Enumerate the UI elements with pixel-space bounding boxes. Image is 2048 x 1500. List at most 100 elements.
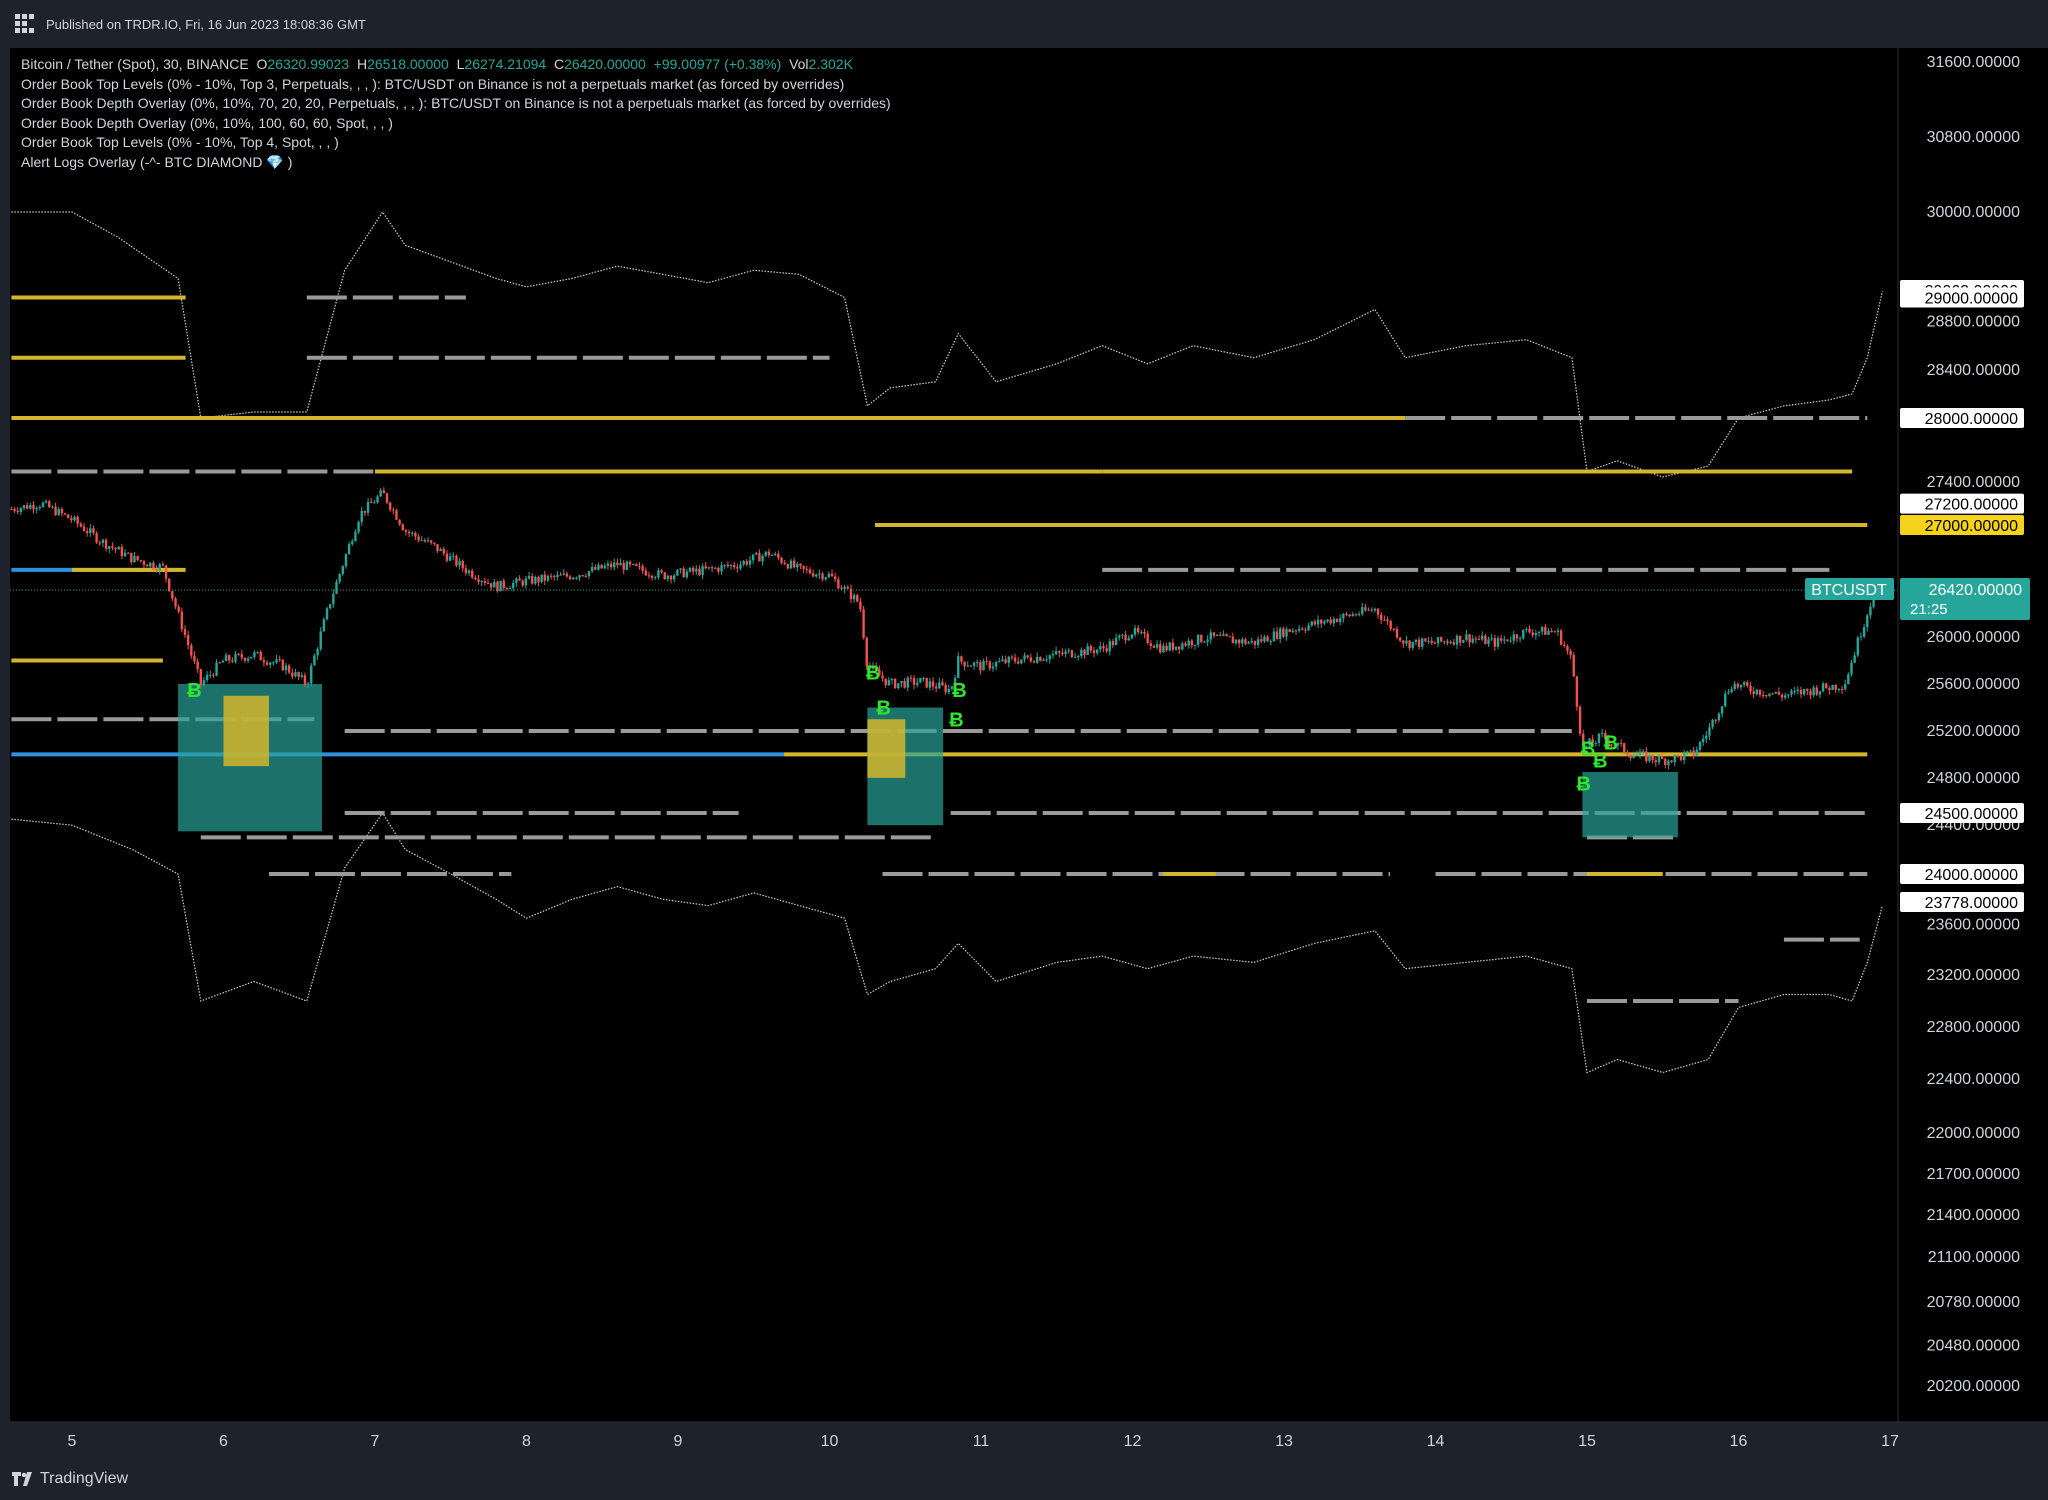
candle-body xyxy=(461,561,464,569)
tradingview-brand[interactable]: TradingView xyxy=(12,1470,128,1488)
candle-body xyxy=(1354,614,1358,616)
candle-body xyxy=(1701,738,1705,743)
candle-body xyxy=(1446,641,1449,643)
candle-body xyxy=(963,661,966,667)
candle-body xyxy=(796,563,799,568)
candle-body xyxy=(1304,629,1307,631)
candle-body xyxy=(518,578,521,581)
candle-body xyxy=(1064,651,1067,655)
indicator-legend-4[interactable]: Order Book Top Levels (0% - 10%, Top 4, … xyxy=(21,134,339,150)
price-axis-tick: 22800.00000 xyxy=(1927,1019,2021,1036)
candle-body xyxy=(666,575,670,579)
candle-body xyxy=(647,575,651,577)
candle-body xyxy=(745,561,749,565)
candle-body xyxy=(546,575,550,581)
candle-body xyxy=(1550,631,1553,633)
candle-body xyxy=(1673,754,1676,763)
candle-body xyxy=(149,562,152,567)
candle-body xyxy=(1136,627,1140,633)
candle-body xyxy=(972,662,976,666)
candle-body xyxy=(1124,634,1127,641)
candle-body xyxy=(1610,744,1613,746)
candle-body xyxy=(57,508,60,516)
candle-body xyxy=(966,665,969,667)
candle-body xyxy=(300,675,303,677)
candle-body xyxy=(357,521,360,532)
candle-body xyxy=(1181,643,1184,650)
candle-body xyxy=(1582,733,1585,746)
candle-body xyxy=(123,552,127,557)
candle-body xyxy=(540,574,543,583)
candle-body xyxy=(1398,637,1402,641)
candle-body xyxy=(398,519,401,525)
price-axis-tick: 20780.00000 xyxy=(1927,1294,2021,1311)
candle-body xyxy=(1714,719,1717,721)
candle-body xyxy=(859,601,862,610)
candle-body xyxy=(35,508,38,510)
candle-body xyxy=(698,568,701,575)
candle-body xyxy=(215,662,218,676)
candle-body xyxy=(1629,755,1632,758)
candle-body xyxy=(171,591,174,599)
candle-body xyxy=(594,567,597,570)
candle-body xyxy=(1411,641,1414,648)
candle-body xyxy=(887,680,891,686)
candle-body xyxy=(1768,693,1771,697)
candle-body xyxy=(654,577,657,579)
candle-body xyxy=(1774,691,1777,694)
indicator-legend-5[interactable]: Alert Logs Overlay (-^- BTC DIAMOND 💎 ) xyxy=(21,153,293,170)
candle-body xyxy=(385,493,389,503)
candle-body xyxy=(272,662,275,664)
candle-body xyxy=(1755,689,1759,695)
candle-body xyxy=(1843,684,1847,690)
candle-body xyxy=(622,562,625,570)
indicator-legend-3[interactable]: Order Book Depth Overlay (0%, 10%, 100, … xyxy=(21,114,393,131)
candle-body xyxy=(1335,618,1339,622)
candle-body xyxy=(297,672,300,677)
candle-body xyxy=(347,543,351,555)
candle-body xyxy=(1847,674,1850,685)
price-label-text: 24000.00000 xyxy=(1925,867,2019,884)
candle-body xyxy=(1758,689,1762,696)
candle-body xyxy=(755,552,758,555)
candle-body xyxy=(1724,693,1727,707)
candle-body xyxy=(196,661,199,670)
candle-body xyxy=(1203,641,1206,643)
candle-body xyxy=(1225,634,1228,636)
candle-body xyxy=(310,665,313,684)
candle-body xyxy=(878,669,881,676)
candle-body xyxy=(843,587,846,589)
candle-body xyxy=(1705,735,1708,739)
candle-body xyxy=(1708,727,1711,736)
buy-signal-marker: Ƀ xyxy=(952,680,966,702)
candle-body xyxy=(275,659,278,663)
candle-body xyxy=(445,553,449,561)
candle-body xyxy=(1007,656,1010,663)
candle-body xyxy=(1386,620,1389,622)
candle-body xyxy=(76,517,79,524)
candle-body xyxy=(1736,683,1740,688)
candle-body xyxy=(174,598,177,607)
indicator-legend-2[interactable]: Order Book Depth Overlay (0%, 10%, 70, 2… xyxy=(21,95,891,111)
candle-body xyxy=(1121,634,1124,636)
candle-body xyxy=(117,546,120,550)
candle-body xyxy=(1364,607,1367,611)
candle-body xyxy=(1285,629,1288,637)
candle-body xyxy=(344,554,348,567)
candle-body xyxy=(1436,637,1440,644)
candle-body xyxy=(1266,636,1269,642)
candle-body xyxy=(1462,640,1465,643)
symbol-title[interactable]: Bitcoin / Tether (Spot), 30, BINANCE xyxy=(21,56,249,72)
candle-body xyxy=(1793,690,1796,692)
candle-body xyxy=(736,567,739,569)
candle-body xyxy=(130,552,133,563)
candle-body xyxy=(916,682,919,685)
indicator-legend-1[interactable]: Order Book Top Levels (0% - 10%, Top 3, … xyxy=(21,75,845,92)
candle-body xyxy=(1127,638,1130,641)
candle-body xyxy=(338,573,341,582)
candle-body xyxy=(1244,639,1247,644)
candle-body xyxy=(524,578,528,586)
candle-body xyxy=(328,604,332,609)
candle-body xyxy=(1342,613,1345,619)
